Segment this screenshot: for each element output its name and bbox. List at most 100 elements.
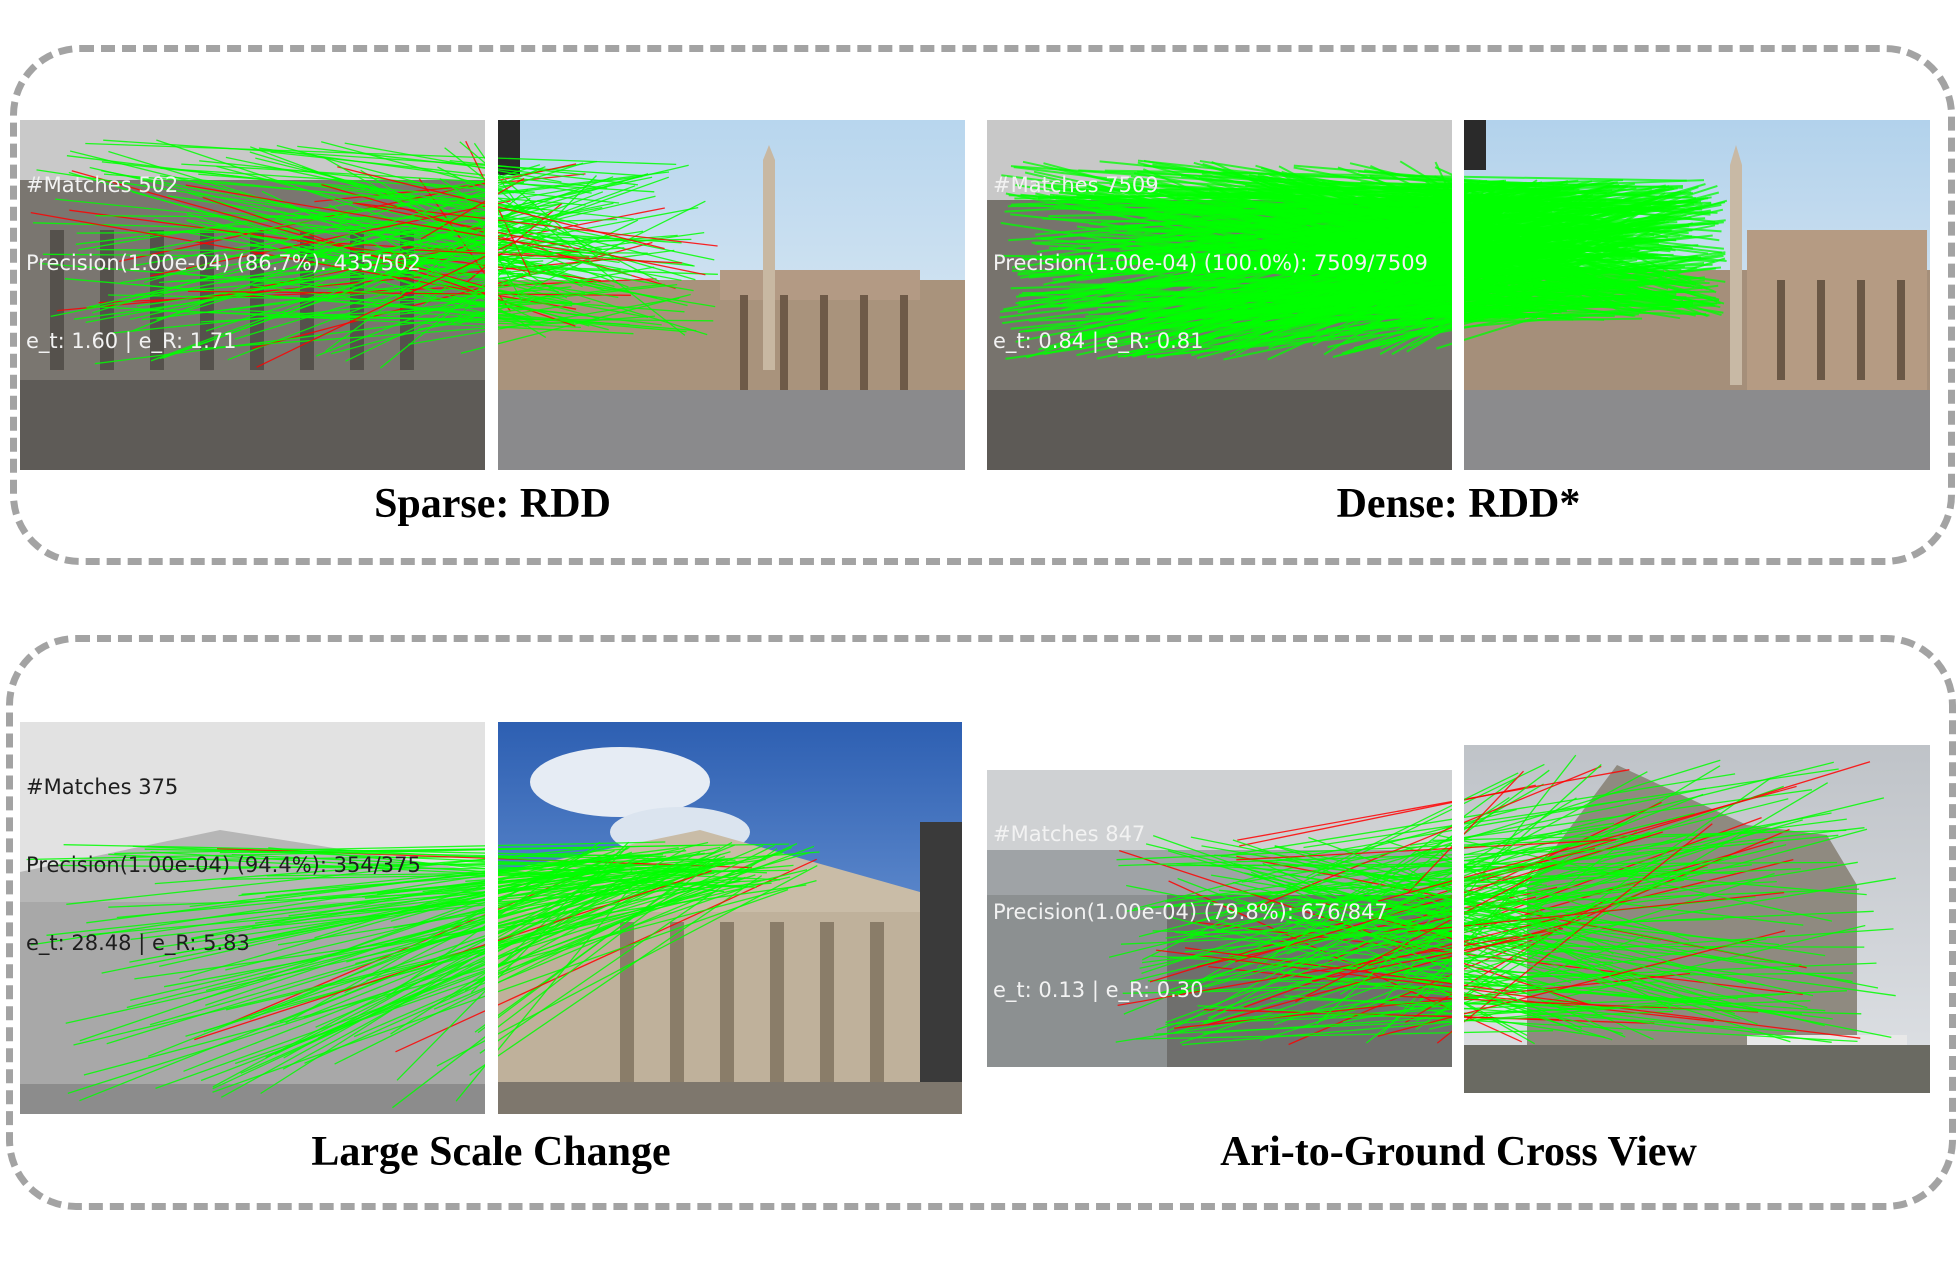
outlier-match-line <box>337 166 665 250</box>
inlier-match-line <box>183 858 727 1072</box>
inlier-match-line <box>154 864 726 949</box>
outlier-match-line <box>251 241 653 350</box>
inlier-match-line <box>1137 159 1716 223</box>
inlier-match-line <box>240 859 720 1074</box>
outlier-match-line <box>1294 876 1533 1003</box>
inlier-match-line <box>150 191 604 362</box>
precision-text: Precision(1.00e-04) (86.7%): 435/502 <box>26 251 421 275</box>
outlier-match-line <box>204 207 665 299</box>
inlier-match-line <box>1285 884 1661 942</box>
inlier-match-line <box>181 163 655 193</box>
outlier-match-line <box>69 209 601 282</box>
inlier-match-line <box>1126 884 1892 1039</box>
inlier-match-line <box>270 151 608 189</box>
inlier-match-line <box>408 297 680 346</box>
inlier-match-line <box>193 871 631 1003</box>
inlier-match-line <box>66 155 550 216</box>
inlier-match-line <box>212 888 789 1093</box>
inlier-match-line <box>1371 209 1711 268</box>
inlier-match-line <box>144 848 736 861</box>
inlier-match-line <box>1411 798 1789 894</box>
inlier-match-line <box>183 272 582 316</box>
pose-error-text: e_t: 0.13 | e_R: 0.30 <box>993 978 1204 1002</box>
outlier-match-line <box>1407 770 1524 894</box>
match-panel-sparse-rdd: #Matches 502 Precision(1.00e-04) (86.7%)… <box>20 120 965 470</box>
inlier-match-line <box>86 847 679 924</box>
outlier-match-line <box>1377 930 1786 1037</box>
outlier-match-line <box>1407 891 1785 933</box>
inlier-match-line <box>1328 212 1613 293</box>
inlier-match-line <box>132 191 600 320</box>
inlier-match-line <box>190 859 596 940</box>
match-panel-dense-rdd: #Matches 7509 Precision(1.00e-04) (100.0… <box>987 120 1930 470</box>
inlier-match-line <box>140 181 525 252</box>
inlier-match-line <box>1197 227 1469 346</box>
inlier-match-line <box>150 851 757 888</box>
inlier-match-line <box>220 885 605 1098</box>
inlier-match-line <box>1410 789 1812 846</box>
inlier-match-line <box>322 156 512 265</box>
outlier-match-line <box>420 177 525 240</box>
inlier-match-line <box>1298 175 1683 189</box>
inlier-match-line <box>241 855 667 942</box>
outlier-match-line <box>256 242 514 368</box>
inlier-match-line <box>212 866 691 1090</box>
outlier-match-line <box>1239 784 1536 847</box>
inlier-match-line <box>1080 180 1613 208</box>
outlier-match-line <box>1255 765 1602 909</box>
inlier-match-line <box>392 866 708 1109</box>
inlier-match-line <box>231 854 781 881</box>
inlier-match-line <box>46 866 681 936</box>
inlier-match-line <box>1410 928 1894 963</box>
inlier-match-line <box>1298 901 1583 1029</box>
inlier-match-line <box>344 142 562 183</box>
inlier-match-line <box>297 145 638 186</box>
inlier-match-line <box>225 876 791 1011</box>
inlier-match-line <box>75 171 670 245</box>
match-stats-overlay: #Matches 375 Precision(1.00e-04) (94.4%)… <box>26 722 421 1008</box>
caption-sparse-rdd: Sparse: RDD <box>374 481 611 527</box>
inlier-match-line <box>108 879 761 908</box>
precision-text: Precision(1.00e-04) (79.8%): 676/847 <box>993 900 1388 924</box>
inlier-match-line <box>1382 225 1690 238</box>
outlier-match-line <box>1436 823 1713 1044</box>
inlier-match-line <box>160 167 535 193</box>
match-visualization <box>20 120 965 470</box>
inlier-match-line <box>1115 938 1767 1043</box>
inlier-match-line <box>1405 245 1568 286</box>
inlier-match-line <box>1357 888 1860 909</box>
inlier-match-line <box>346 851 731 963</box>
matches-count-text: #Matches 847 <box>993 822 1146 846</box>
inlier-match-line <box>162 877 616 957</box>
matches-count-text: #Matches 375 <box>26 775 179 799</box>
inlier-match-line <box>30 854 614 946</box>
inlier-match-line <box>1335 787 1707 865</box>
outlier-match-line <box>1378 785 1797 902</box>
inlier-match-line <box>1066 267 1716 337</box>
inlier-match-line <box>1322 304 1690 332</box>
inlier-match-line <box>1415 777 1772 1031</box>
inlier-match-line <box>1182 1000 1697 1046</box>
inlier-match-line <box>167 272 524 283</box>
inlier-match-line <box>1139 212 1499 275</box>
inlier-match-line <box>355 875 689 965</box>
inlier-match-line <box>345 283 665 319</box>
inlier-match-line <box>423 295 662 326</box>
matches-count-text: #Matches 7509 <box>993 173 1159 197</box>
inlier-match-line <box>155 876 746 1090</box>
inlier-match-line <box>1401 879 1684 922</box>
outlier-match-line <box>56 258 606 312</box>
caption-large-scale-change: Large Scale Change <box>311 1129 671 1175</box>
inlier-match-line <box>1153 1010 1673 1035</box>
inlier-match-line <box>89 166 688 307</box>
inlier-match-line <box>1263 294 1671 302</box>
inlier-match-line <box>130 866 714 1001</box>
inlier-match-line <box>95 215 534 220</box>
inlier-match-line <box>89 305 634 335</box>
inlier-match-line <box>156 139 605 292</box>
inlier-match-line <box>301 871 609 900</box>
inlier-match-line <box>1147 302 1718 358</box>
inlier-match-line <box>279 886 613 1023</box>
inlier-match-line <box>258 147 592 194</box>
inlier-match-line <box>479 848 778 1054</box>
